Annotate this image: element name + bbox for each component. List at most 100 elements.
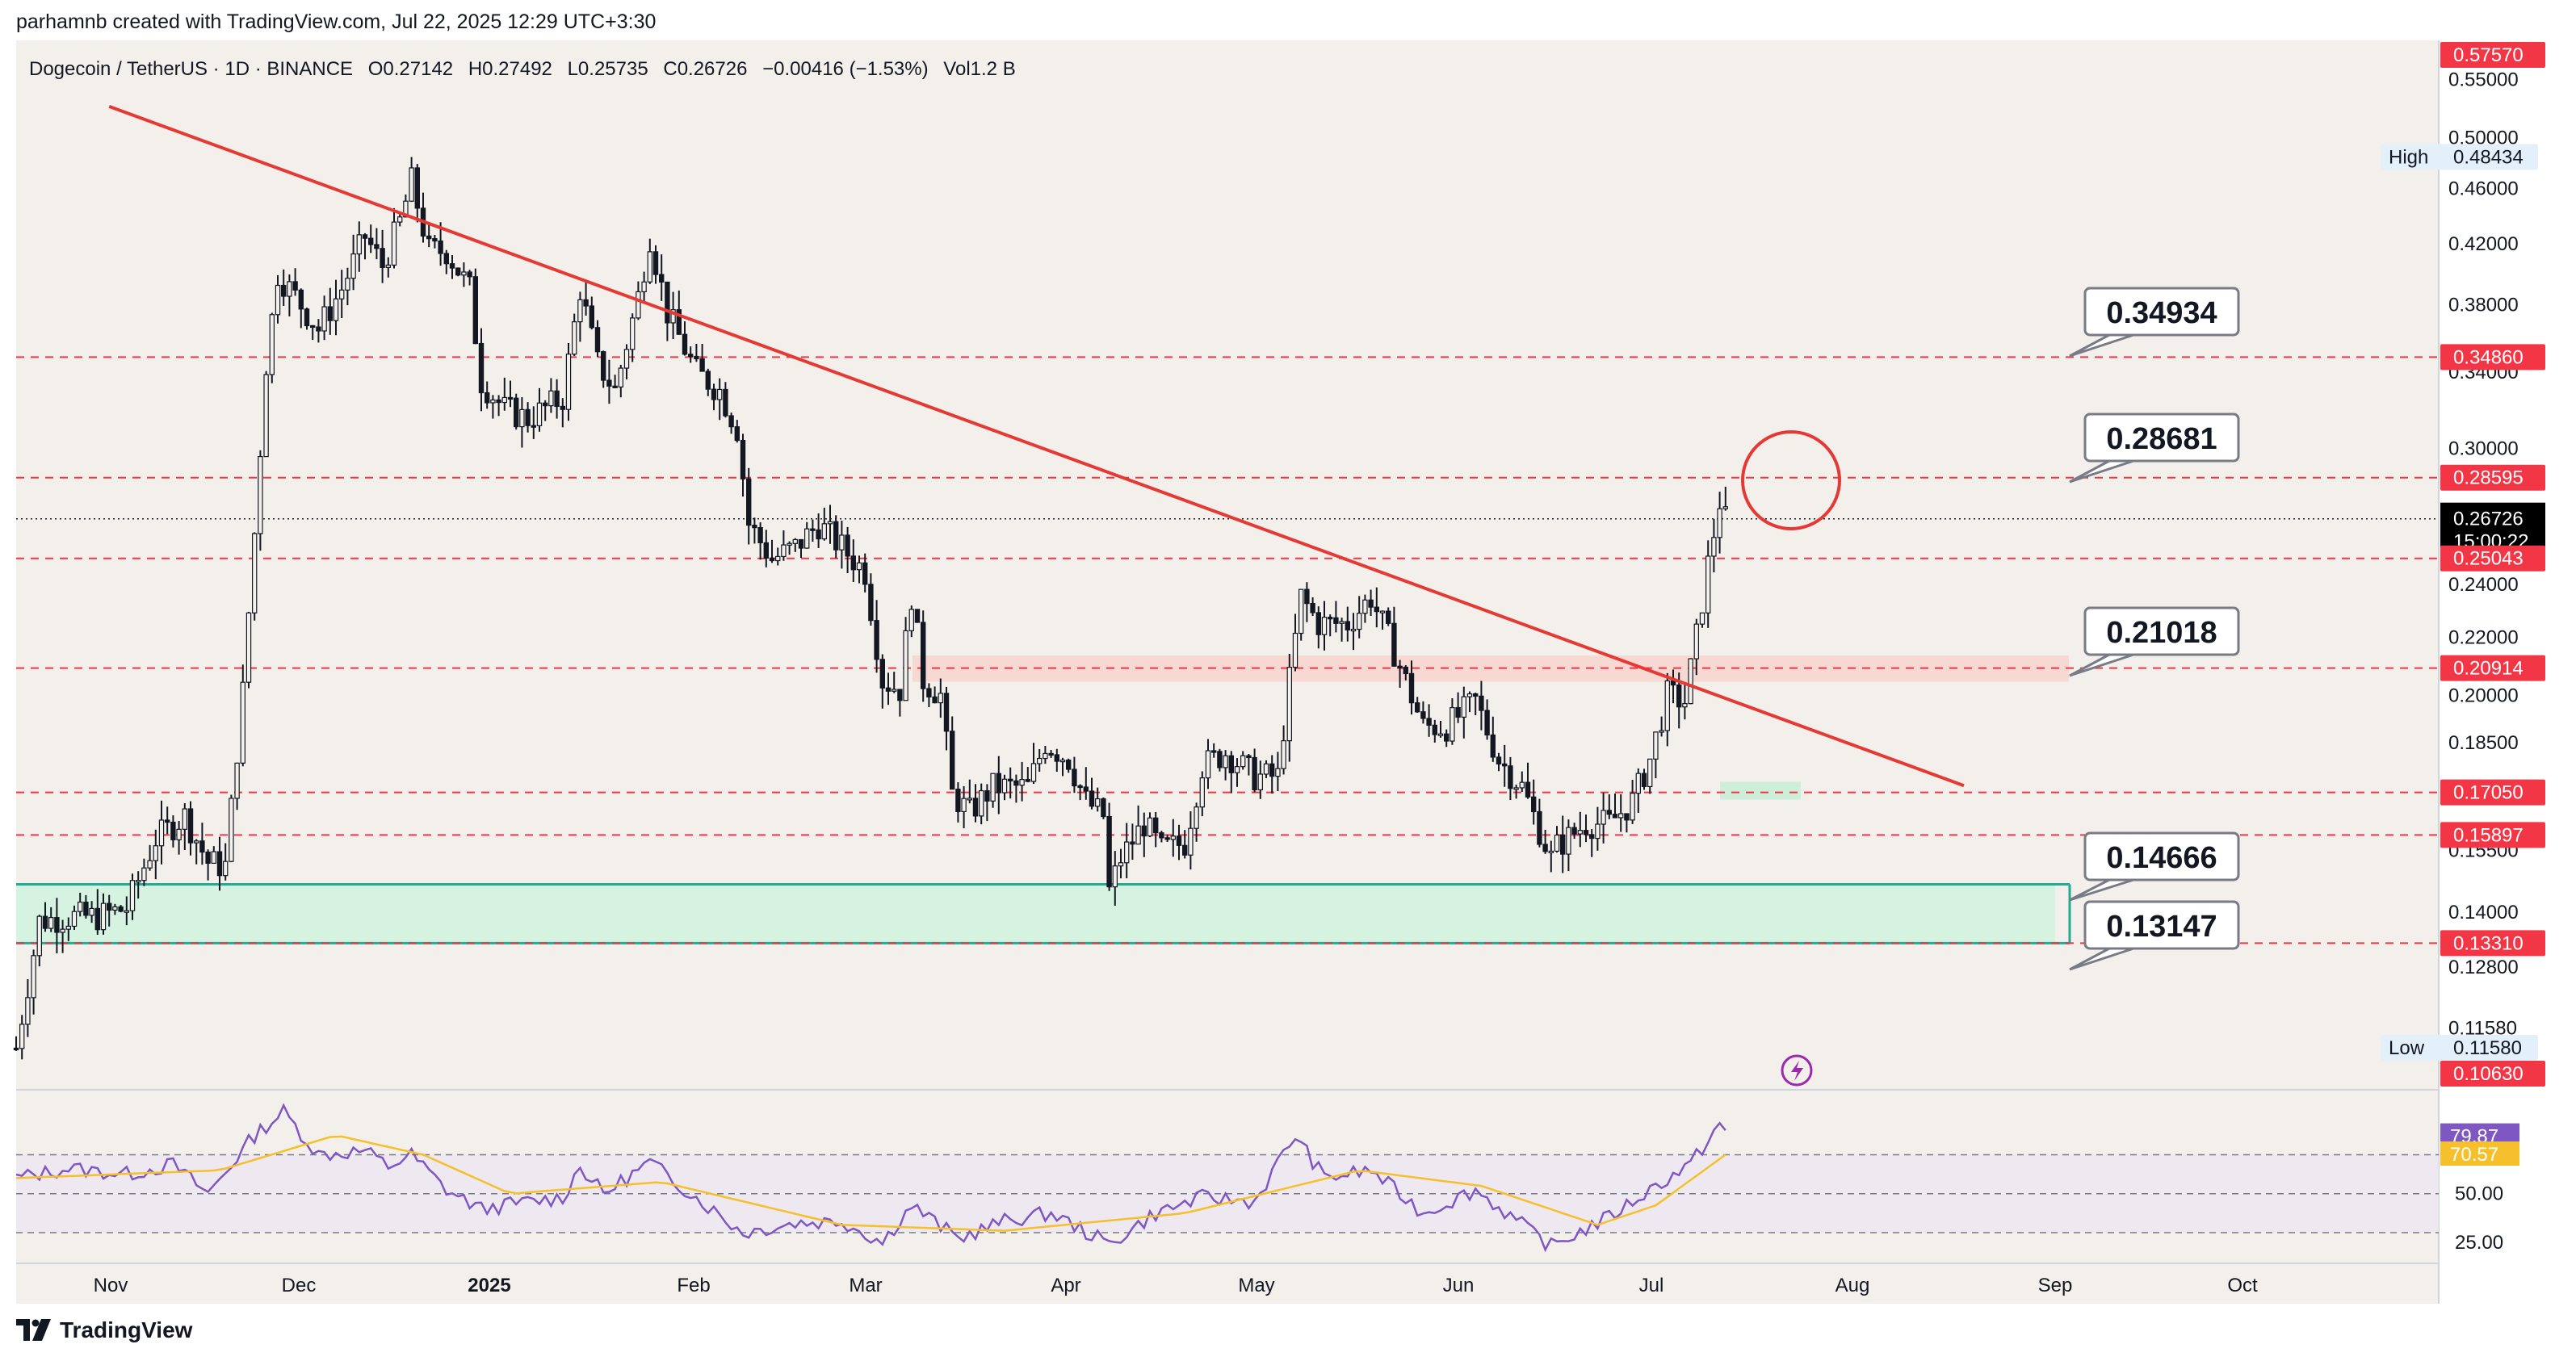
candle-up: [1001, 778, 1008, 794]
candle-down: [879, 659, 885, 689]
candle-up: [182, 808, 187, 830]
candle-down: [810, 528, 816, 531]
candle-down: [1385, 610, 1391, 624]
x-axis-label: Dec: [282, 1275, 317, 1296]
candle-down: [1101, 798, 1106, 818]
candle-up: [403, 200, 409, 218]
ohlc-change: −0.00416 (−1.53%): [762, 58, 929, 80]
candle-down: [1508, 765, 1513, 789]
candle-down: [438, 240, 443, 254]
candle-up: [856, 562, 862, 571]
callout-label: 0.34934: [2106, 296, 2217, 330]
candle-down: [1455, 706, 1461, 718]
zones-layer: [16, 655, 2071, 944]
candle-down: [327, 306, 334, 321]
candle-up: [321, 306, 327, 332]
candle-up: [1356, 613, 1362, 630]
candle-down: [1013, 780, 1019, 786]
candle-down: [1310, 603, 1315, 613]
candle-up: [1350, 628, 1357, 632]
candle-up: [565, 354, 572, 410]
candle-down: [850, 555, 856, 571]
candle-down: [1537, 810, 1542, 845]
candle-down: [1624, 813, 1630, 821]
high-marker-box: [2381, 144, 2538, 170]
footer-brand: TradingView: [16, 1317, 192, 1343]
candle-down: [885, 687, 892, 692]
candle-up: [1617, 813, 1624, 819]
candle-down: [694, 355, 699, 360]
candle-down: [798, 538, 804, 549]
x-axis-label: Mar: [849, 1275, 882, 1296]
time-axis-background: [16, 1263, 2439, 1304]
level-price-tag: [2440, 464, 2545, 491]
small-green-zone: [1720, 781, 1801, 800]
candle-up: [1653, 731, 1659, 760]
current-price-label: 0.26726: [2453, 509, 2524, 530]
candle-up: [356, 234, 363, 255]
red-circle-highlight: [1741, 430, 1841, 530]
candle-down: [54, 917, 60, 933]
candle-up: [77, 901, 83, 912]
y-axis-tick-label: 0.22000: [2448, 626, 2519, 648]
candle-up: [571, 321, 577, 355]
candle-down: [1007, 778, 1013, 781]
candle-up: [1223, 755, 1228, 768]
rsi-line: [15, 1103, 1726, 1253]
candle-up: [803, 528, 810, 549]
level-price-label: 0.28595: [2453, 467, 2524, 489]
symbol-name[interactable]: Dogecoin / TetherUS · 1D · BINANCE: [29, 58, 354, 80]
candle-down: [1176, 835, 1182, 846]
candle-up: [194, 840, 199, 844]
symbol-info-line: Dogecoin / TetherUS · 1D · BINANCE O0.27…: [29, 58, 1026, 81]
candle-down: [1588, 834, 1595, 840]
candle-up: [245, 612, 252, 683]
candle-down: [1397, 665, 1403, 668]
candle-up: [1030, 763, 1037, 782]
candle-up: [1711, 537, 1717, 557]
candle-up: [1566, 827, 1571, 855]
candle-up: [1135, 825, 1141, 845]
candle-down: [996, 773, 1001, 794]
candle-up: [147, 860, 153, 869]
level-price-label: 0.10630: [2453, 1063, 2524, 1085]
candle-down: [1374, 606, 1379, 613]
candle-down: [955, 789, 961, 813]
candle-down: [874, 620, 879, 660]
candle-down: [199, 840, 205, 853]
candle-up: [792, 538, 799, 544]
candle-up: [1112, 865, 1118, 888]
candle-down: [1152, 817, 1159, 834]
candle-down: [1443, 733, 1450, 742]
candle-down: [676, 309, 682, 335]
candle-down: [769, 557, 775, 562]
candle-down: [1525, 781, 1531, 798]
candle-down: [589, 305, 595, 329]
candle-down: [612, 385, 618, 388]
candle-up: [1240, 755, 1246, 768]
x-axis-label: Nov: [94, 1275, 128, 1296]
candle-up: [1519, 781, 1525, 789]
candle-down: [560, 405, 566, 410]
candle-down: [949, 731, 955, 790]
ohlc-volume: Vol1.2 B: [943, 58, 1016, 80]
rsi-ma-label: 70.57: [2450, 1144, 2498, 1166]
ohlc-high: H0.27492: [468, 58, 552, 80]
candle-up: [839, 534, 845, 551]
candle-down: [1077, 785, 1083, 789]
candle-down: [932, 696, 938, 704]
candle-up: [240, 681, 246, 764]
candle-down: [107, 902, 112, 911]
candle-down: [862, 562, 868, 585]
candle-up: [25, 997, 31, 1025]
candle-down: [711, 388, 717, 400]
candle-up: [1437, 733, 1444, 736]
candle-down: [594, 327, 601, 353]
candle-up: [1722, 506, 1728, 509]
candle-down: [1269, 763, 1275, 777]
candle-down: [1571, 827, 1577, 835]
tradingview-brand: TradingView: [60, 1317, 193, 1342]
candle-up: [275, 284, 281, 316]
candle-down: [1106, 815, 1112, 888]
